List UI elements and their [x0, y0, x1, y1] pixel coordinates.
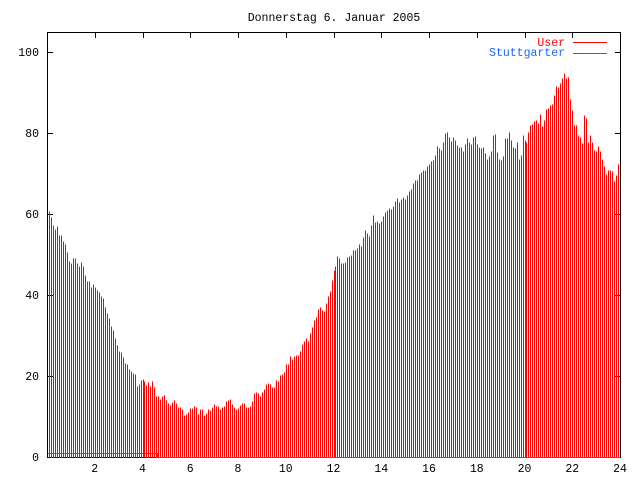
svg-text:18: 18: [470, 463, 484, 476]
svg-text:22: 22: [565, 463, 579, 476]
svg-text:80: 80: [25, 128, 39, 141]
svg-text:8: 8: [235, 463, 242, 476]
svg-text:10: 10: [279, 463, 293, 476]
svg-text:Donnerstag 6. Januar 2005: Donnerstag 6. Januar 2005: [248, 12, 421, 25]
svg-text:100: 100: [18, 47, 39, 60]
svg-text:6: 6: [187, 463, 194, 476]
svg-text:0: 0: [32, 452, 39, 465]
svg-text:40: 40: [25, 290, 39, 303]
svg-text:14: 14: [374, 463, 388, 476]
svg-text:24: 24: [613, 463, 627, 476]
svg-text:60: 60: [25, 209, 39, 222]
svg-text:2: 2: [91, 463, 98, 476]
svg-text:Stuttgarter: Stuttgarter: [489, 47, 565, 60]
svg-text:4: 4: [139, 463, 146, 476]
svg-text:20: 20: [25, 371, 39, 384]
svg-text:12: 12: [327, 463, 341, 476]
svg-text:16: 16: [422, 463, 436, 476]
svg-text:User: User: [537, 37, 565, 50]
svg-text:20: 20: [518, 463, 532, 476]
